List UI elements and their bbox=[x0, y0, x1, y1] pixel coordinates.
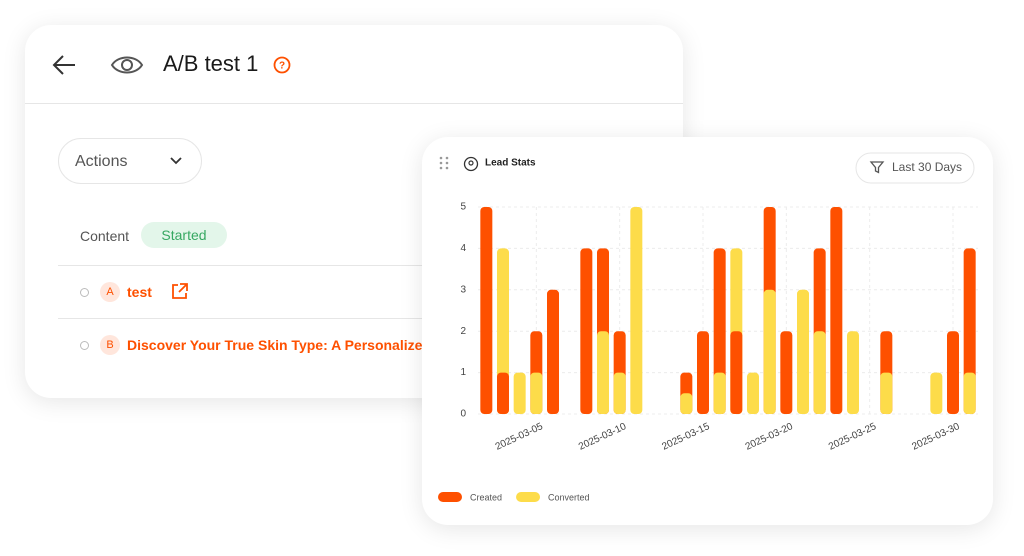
x-tick-label: 2025-03-30 bbox=[910, 421, 961, 453]
divider bbox=[58, 318, 683, 319]
legend-label: Converted bbox=[548, 492, 590, 502]
bar bbox=[497, 372, 509, 414]
radio[interactable] bbox=[80, 341, 89, 350]
filter-label: Last 30 Days bbox=[892, 160, 962, 174]
chart-title: Lead Stats bbox=[485, 158, 536, 169]
filter-icon bbox=[869, 161, 885, 174]
radio[interactable] bbox=[80, 288, 89, 297]
actions-dropdown[interactable]: Actions bbox=[58, 138, 202, 184]
back-button[interactable] bbox=[51, 52, 87, 78]
help-icon[interactable]: ? bbox=[272, 55, 292, 75]
external-link-icon[interactable] bbox=[169, 282, 189, 302]
variant-badge: A bbox=[100, 282, 120, 302]
bar bbox=[847, 331, 859, 414]
x-tick-label: 2025-03-15 bbox=[660, 421, 711, 453]
bar bbox=[963, 372, 976, 414]
content-label: Content bbox=[80, 228, 130, 244]
bar bbox=[497, 248, 509, 414]
bar bbox=[613, 372, 626, 414]
bar bbox=[713, 248, 726, 414]
bar bbox=[963, 248, 976, 414]
svg-text:?: ? bbox=[279, 61, 285, 72]
legend-swatch bbox=[438, 492, 462, 502]
bar bbox=[580, 248, 593, 414]
bar bbox=[480, 207, 493, 414]
bar bbox=[597, 331, 609, 414]
actions-label: Actions bbox=[75, 153, 128, 170]
bar bbox=[830, 207, 843, 414]
variant-name[interactable]: Discover Your True Skin Type: A Personal… bbox=[127, 337, 435, 353]
y-tick-label: 0 bbox=[460, 409, 466, 420]
bar bbox=[797, 289, 809, 414]
bar bbox=[730, 331, 743, 414]
bar bbox=[697, 331, 709, 414]
chart-card: Lead Stats Last 30 Days 0 1 2 3 4 5 2025-03-05… bbox=[422, 137, 993, 525]
divider bbox=[25, 103, 683, 104]
legend-swatch bbox=[516, 492, 541, 502]
divider bbox=[58, 265, 683, 266]
x-tick-label: 2025-03-10 bbox=[577, 421, 628, 453]
bar bbox=[763, 289, 776, 414]
bar bbox=[513, 372, 526, 414]
bar bbox=[880, 372, 893, 414]
lead-stats-icon bbox=[463, 156, 479, 172]
y-tick-label: 5 bbox=[460, 202, 466, 213]
status-badge: Started bbox=[141, 222, 227, 248]
bar bbox=[747, 372, 759, 414]
bar bbox=[680, 393, 693, 414]
bar bbox=[930, 372, 943, 414]
y-tick-label: 4 bbox=[460, 243, 466, 254]
x-tick-label: 2025-03-05 bbox=[494, 421, 545, 453]
drag-handle[interactable] bbox=[439, 156, 449, 170]
bar bbox=[947, 331, 959, 414]
x-tick-label: 2025-03-25 bbox=[827, 421, 878, 453]
bar bbox=[630, 207, 643, 414]
bar bbox=[530, 372, 543, 414]
legend-label: Created bbox=[470, 492, 502, 502]
chevron bbox=[170, 157, 182, 165]
filter-button[interactable] bbox=[855, 152, 975, 184]
variant-name[interactable]: test bbox=[127, 284, 152, 300]
y-tick-label: 2 bbox=[460, 326, 466, 337]
bar bbox=[780, 331, 793, 414]
preview-icon[interactable] bbox=[109, 50, 145, 80]
x-tick-label: 2025-03-20 bbox=[744, 421, 795, 453]
bar bbox=[813, 331, 826, 414]
y-tick-label: 3 bbox=[460, 284, 466, 295]
variant-badge: B bbox=[100, 335, 120, 355]
page-title: A/B test 1 bbox=[163, 51, 259, 76]
chart: Lead Stats Last 30 Days 0 1 2 3 4 5 2025-03-05… bbox=[438, 152, 978, 502]
y-tick-label: 1 bbox=[460, 367, 466, 378]
bar bbox=[713, 372, 726, 414]
bar bbox=[547, 289, 559, 414]
